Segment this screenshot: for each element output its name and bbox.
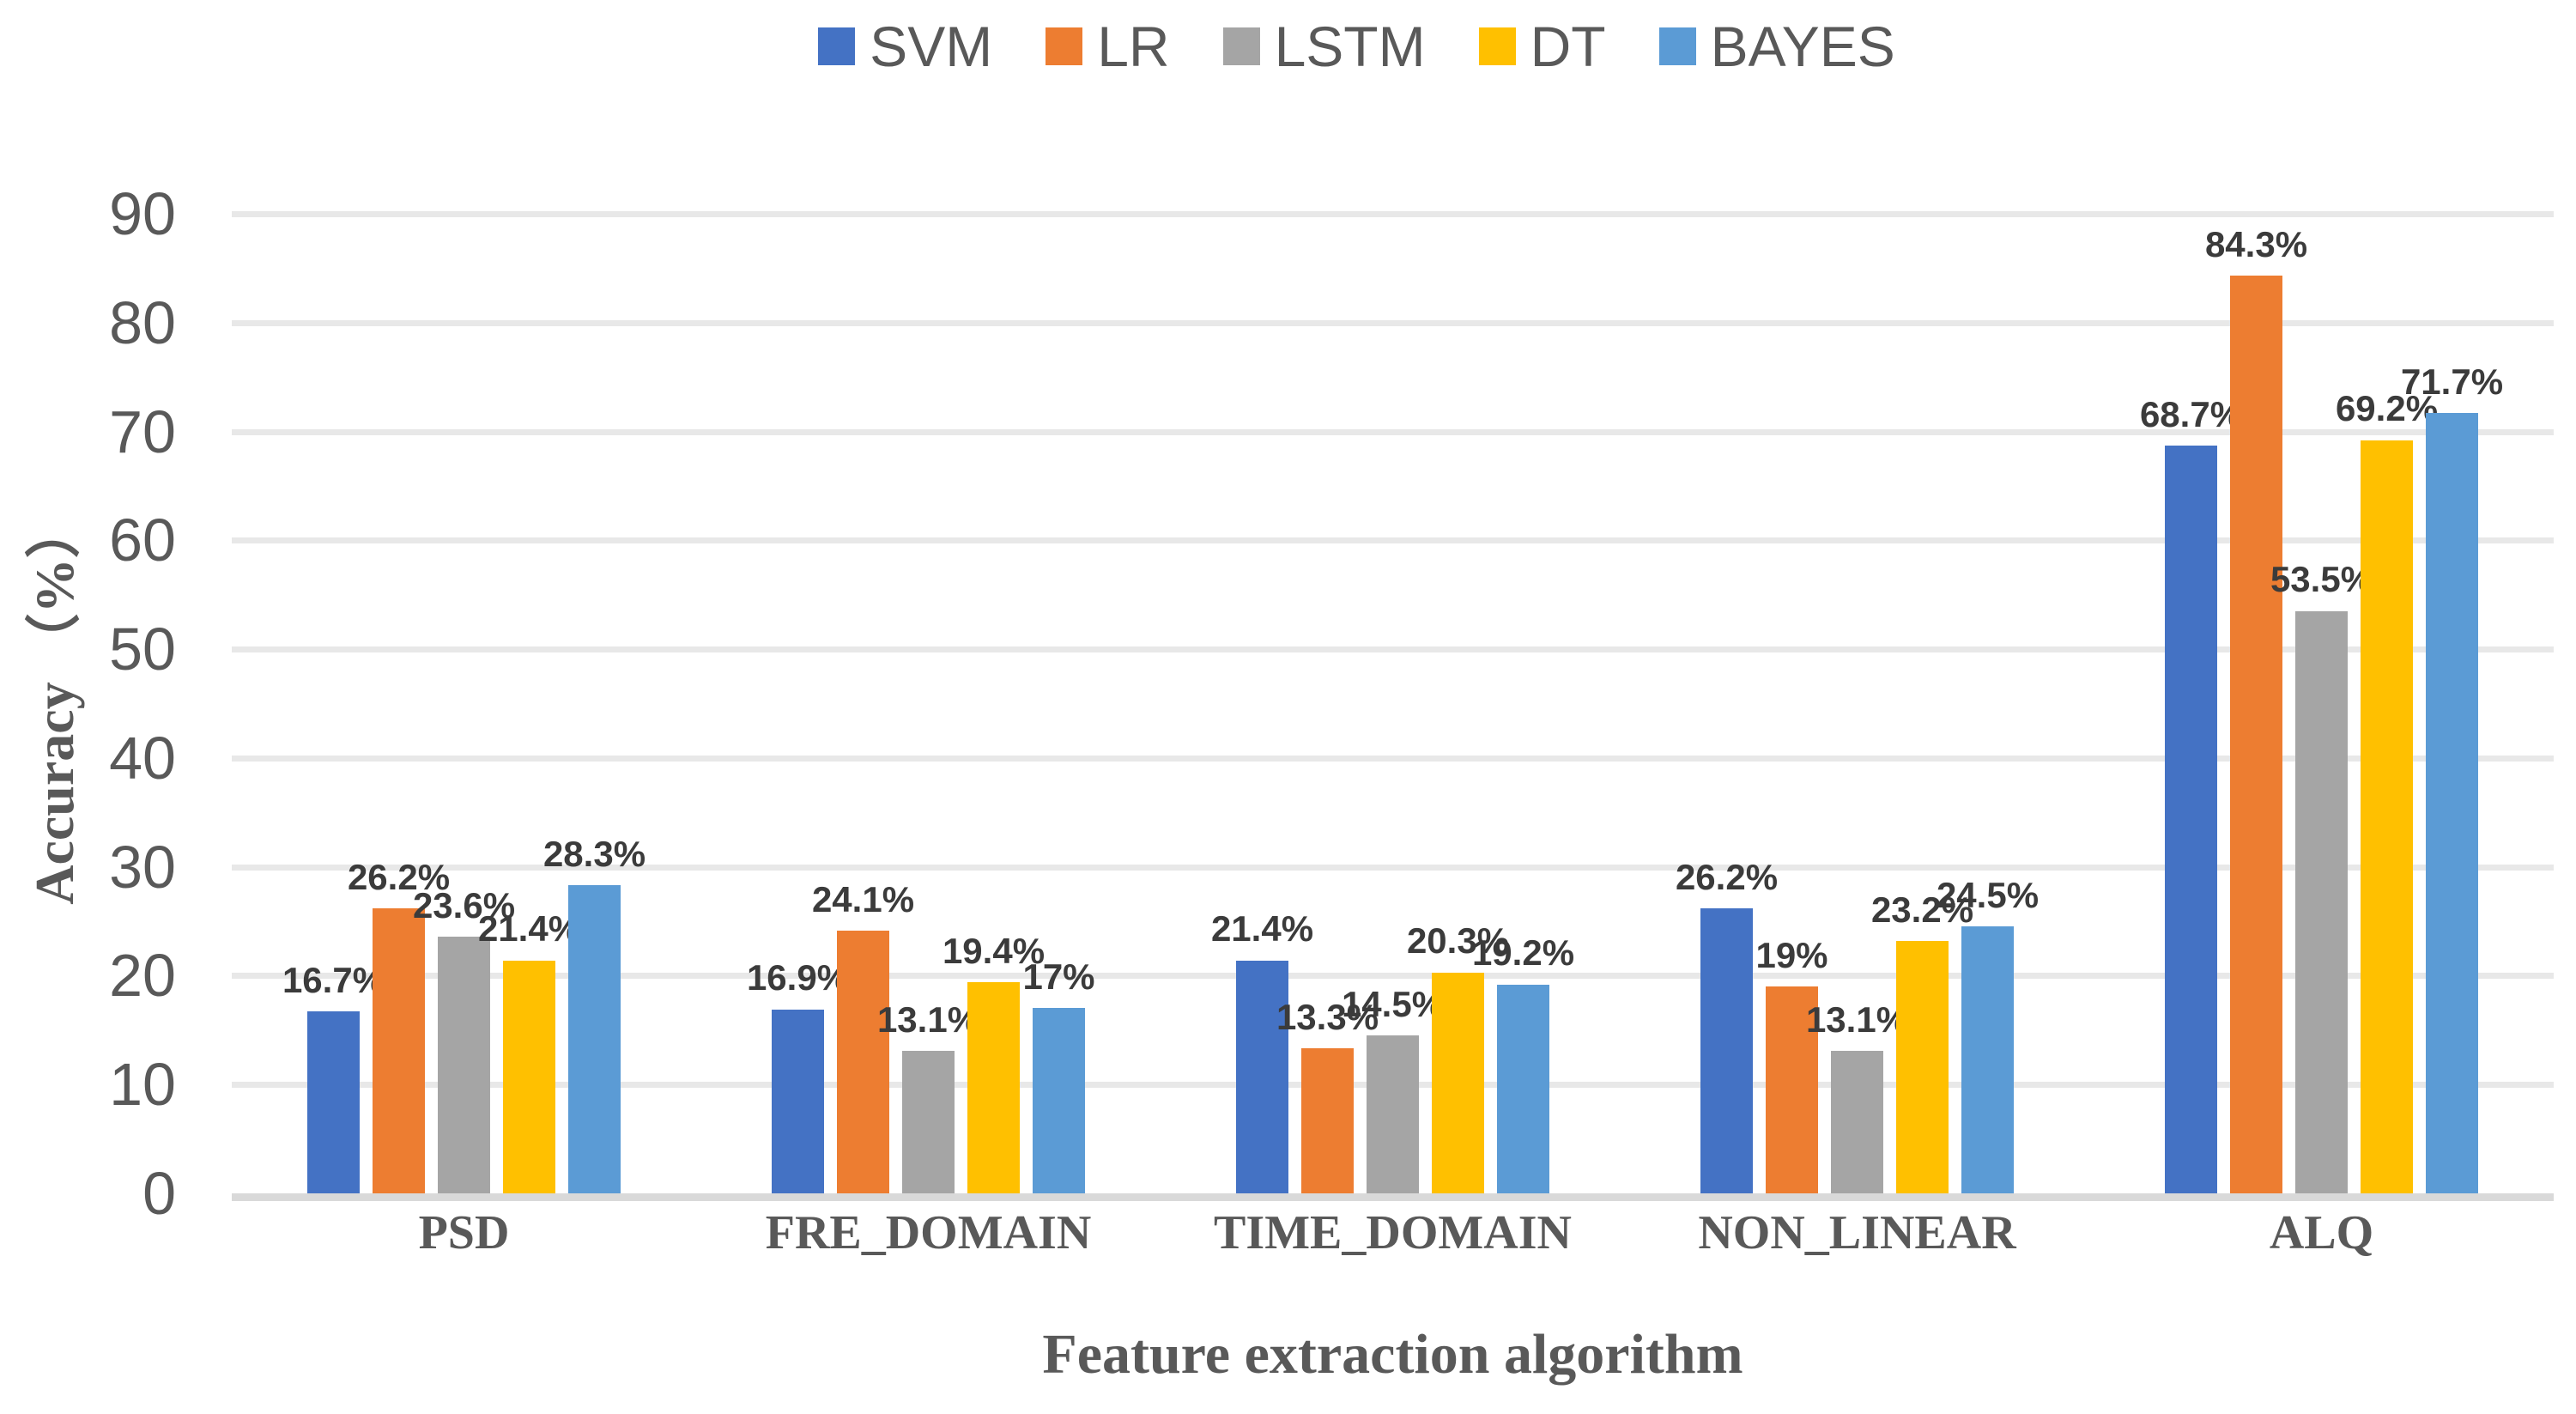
data-label-bayes-fre_domain: 17% [1022,956,1095,998]
data-label-lr-psd: 26.2% [347,856,451,897]
bar-lr-psd [373,907,425,1193]
chart-legend: SVM LR LSTM DT BAYES [0,14,2576,79]
data-label-lstm-time_domain: 14.5% [1341,983,1445,1024]
gridline-50 [232,646,2554,653]
legend-marker-lr [1046,27,1083,65]
bar-lstm-non_linear [1831,1050,1883,1193]
bar-lr-alq [2230,276,2282,1193]
data-label-lr-time_domain: 13.3% [1276,997,1379,1038]
gridline-60 [232,537,2554,544]
data-label-lstm-alq: 53.5% [2270,559,2373,600]
bar-dt-non_linear [1896,940,1949,1193]
gridline-90 [232,211,2554,217]
data-label-lstm-non_linear: 13.1% [1805,998,1909,1040]
bar-bayes-psd [568,885,621,1193]
legend-marker-lstm [1222,27,1260,65]
gridline-80 [232,319,2554,326]
gridline-20 [232,973,2554,980]
data-label-svm-fre_domain: 16.9% [746,957,850,998]
legend-marker-bayes [1658,27,1696,65]
bar-lr-time_domain [1301,1048,1354,1193]
data-label-svm-alq: 68.7% [2139,393,2243,434]
data-label-dt-time_domain: 20.3% [1406,920,1510,962]
y-tick-30: 30 [109,833,176,901]
data-label-svm-non_linear: 26.2% [1675,856,1779,897]
x-axis-title: Feature extraction algorithm [1042,1323,1743,1386]
bar-svm-psd [307,1011,360,1193]
bar-lstm-psd [438,936,490,1193]
y-tick-50: 50 [109,616,176,683]
legend-label: LR [1097,15,1170,78]
legend-marker-svm [818,27,856,65]
data-label-lstm-fre_domain: 13.1% [876,998,980,1040]
legend-item-dt: DT [1478,15,1606,78]
bar-bayes-time_domain [1497,984,1549,1193]
data-label-dt-psd: 21.4% [477,908,581,950]
category-label-psd: PSD [418,1206,510,1259]
data-label-bayes-alq: 71.7% [2400,361,2504,402]
bar-svm-non_linear [1700,907,1753,1193]
data-label-lr-fre_domain: 24.1% [811,879,915,920]
data-label-lstm-psd: 23.6% [412,884,516,925]
legend-item-bayes: BAYES [1658,15,1895,78]
data-label-dt-fre_domain: 19.4% [942,930,1046,971]
bar-dt-fre_domain [967,982,1020,1193]
plot-area: 16.7% 26.2% 23.6% 21.4% 28.3% 16.9% 24.1% 13.1%… [232,211,2554,1201]
bar-lr-fre_domain [837,931,889,1193]
gridline-40 [232,755,2554,762]
category-label-time_domain: TIME_DOMAIN [1214,1206,1572,1259]
bar-svm-time_domain [1236,960,1288,1193]
bar-bayes-non_linear [1961,926,2014,1193]
y-tick-90: 90 [109,180,176,247]
bar-svm-fre_domain [772,1009,824,1193]
y-tick-70: 70 [109,397,176,465]
gridline-30 [232,864,2554,871]
bar-lstm-time_domain [1367,1035,1419,1193]
data-label-dt-alq: 69.2% [2335,388,2439,429]
bar-dt-alq [2361,440,2413,1193]
legend-label: LSTM [1274,15,1426,78]
legend-item-lr: LR [1046,15,1170,78]
bar-svm-alq [2165,446,2217,1193]
bar-lstm-alq [2295,610,2348,1193]
y-tick-60: 60 [109,507,176,574]
category-label-non_linear: NON_LINEAR [1698,1206,2016,1259]
legend-label: BAYES [1710,15,1895,78]
bar-bayes-fre_domain [1033,1008,1085,1193]
category-label-fre_domain: FRE_DOMAIN [765,1206,1092,1259]
y-tick-20: 20 [109,942,176,1010]
bar-dt-time_domain [1432,972,1484,1193]
legend-item-svm: SVM [818,18,992,75]
legend-label: SVM [870,15,993,78]
bar-lr-non_linear [1766,986,1818,1193]
gridline-70 [232,428,2554,435]
y-tick-80: 80 [109,288,176,356]
bar-bayes-alq [2426,413,2478,1193]
y-tick-10: 10 [109,1051,176,1119]
data-label-dt-non_linear: 23.2% [1870,889,1974,930]
y-tick-40: 40 [109,724,176,792]
legend-label: DT [1530,15,1606,78]
data-label-bayes-non_linear: 24.5% [1936,875,2040,916]
bar-dt-psd [503,960,555,1193]
y-tick-0: 0 [142,1160,176,1227]
data-label-bayes-time_domain: 19.2% [1471,932,1575,974]
data-label-svm-psd: 16.7% [282,959,385,1000]
data-label-lr-alq: 84.3% [2204,223,2308,264]
data-label-svm-time_domain: 21.4% [1210,908,1314,950]
legend-item-lstm: LSTM [1222,15,1426,78]
legend-marker-dt [1478,27,1516,65]
x-axis-line [232,1193,2554,1201]
data-label-lr-non_linear: 19% [1755,934,1828,975]
category-label-alq: ALQ [2269,1206,2374,1259]
data-label-bayes-psd: 28.3% [542,833,646,874]
bar-lstm-fre_domain [902,1050,955,1193]
